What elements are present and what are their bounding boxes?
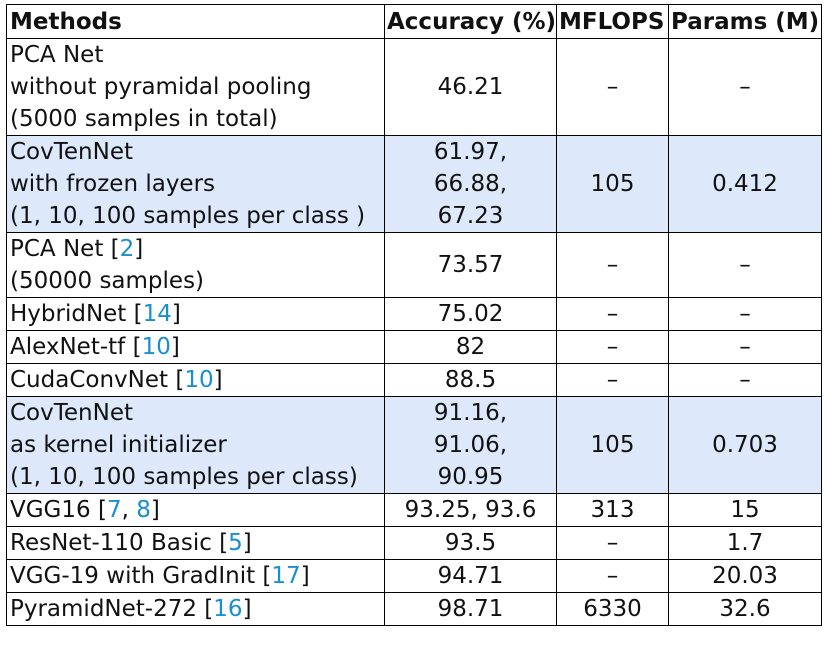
mflops-cell: –: [556, 330, 669, 364]
mflops-cell: –: [556, 297, 669, 331]
method-name: VGG-19 with GradInit: [10, 563, 256, 589]
method-cell: CovTenNet as kernel initializer (1, 10, …: [6, 396, 385, 494]
table-row: PyramidNet-272 [16] 98.71 6330 32.6: [6, 592, 822, 626]
method-cell: PCA Net without pyramidal pooling (5000 …: [6, 38, 385, 136]
accuracy-cell: 93.5: [384, 526, 557, 560]
accuracy-line: 91.16,: [433, 400, 508, 426]
method-name: PyramidNet-272: [10, 596, 197, 622]
mflops-cell: –: [556, 232, 669, 298]
method-line: (1, 10, 100 samples per class): [10, 464, 358, 490]
header-mflops: MFLOPS: [556, 4, 669, 39]
method-line: without pyramidal pooling: [10, 74, 312, 100]
mflops-cell: 6330: [556, 592, 669, 626]
mflops-cell: 105: [556, 135, 669, 233]
method-cell: PyramidNet-272 [16]: [6, 592, 385, 626]
mflops-cell: –: [556, 526, 669, 560]
mflops-cell: –: [556, 559, 669, 593]
method-line: (50000 samples): [10, 268, 205, 294]
table-row: ResNet-110 Basic [5] 93.5 – 1.7: [6, 526, 822, 560]
citation-link[interactable]: 8: [136, 497, 151, 523]
table-row: HybridNet [14] 75.02 – –: [6, 297, 822, 331]
method-name: AlexNet-tf: [10, 334, 126, 360]
method-cell: ResNet-110 Basic [5]: [6, 526, 385, 560]
method-line: with frozen layers: [10, 171, 216, 197]
params-cell: 15: [668, 493, 822, 527]
mflops-cell: 105: [556, 396, 669, 494]
results-table-container: Methods Accuracy (%) MFLOPS Params (M) P…: [6, 4, 822, 626]
table-row-highlighted: CovTenNet as kernel initializer (1, 10, …: [6, 396, 822, 494]
method-name: CudaConvNet: [10, 367, 169, 393]
accuracy-line: 61.97,: [433, 139, 508, 165]
params-cell: 0.703: [668, 396, 822, 494]
method-cell: PCA Net [2] (50000 samples): [6, 232, 385, 298]
table-row: CudaConvNet [10] 88.5 – –: [6, 363, 822, 397]
method-cell: VGG16 [7, 8]: [6, 493, 385, 527]
params-cell: –: [668, 297, 822, 331]
accuracy-cell: 93.25, 93.6: [384, 493, 557, 527]
params-cell: –: [668, 363, 822, 397]
accuracy-cell: 73.57: [384, 232, 557, 298]
table-row: VGG-19 with GradInit [17] 94.71 – 20.03: [6, 559, 822, 593]
citation-link[interactable]: 10: [141, 334, 171, 360]
method-name: PCA Net: [10, 236, 104, 262]
accuracy-line: 90.95: [437, 464, 504, 490]
params-cell: –: [668, 232, 822, 298]
table-row: AlexNet-tf [10] 82 – –: [6, 330, 822, 364]
method-cell: HybridNet [14]: [6, 297, 385, 331]
params-cell: 1.7: [668, 526, 822, 560]
citation-link[interactable]: 5: [228, 530, 243, 556]
method-name: ResNet-110 Basic: [10, 530, 212, 556]
accuracy-cell: 46.21: [384, 38, 557, 136]
method-line: CovTenNet: [10, 400, 133, 426]
citation-link[interactable]: 2: [119, 236, 135, 262]
accuracy-cell: 82: [384, 330, 557, 364]
method-line: as kernel initializer: [10, 432, 227, 458]
citation-link[interactable]: 10: [184, 367, 214, 393]
accuracy-line: 67.23: [437, 203, 504, 229]
accuracy-cell: 75.02: [384, 297, 557, 331]
results-table: Methods Accuracy (%) MFLOPS Params (M) P…: [6, 4, 822, 626]
table-row: PCA Net [2] (50000 samples) 73.57 – –: [6, 232, 822, 298]
method-name: VGG16: [10, 497, 91, 523]
params-cell: 32.6: [668, 592, 822, 626]
accuracy-line: 91.06,: [433, 432, 508, 458]
params-cell: –: [668, 330, 822, 364]
mflops-cell: –: [556, 38, 669, 136]
method-line: (1, 10, 100 samples per class ): [10, 203, 366, 229]
header-params: Params (M): [668, 4, 822, 39]
method-line: PCA Net [2]: [10, 236, 144, 262]
method-line: PCA Net: [10, 42, 104, 68]
method-cell: VGG-19 with GradInit [17]: [6, 559, 385, 593]
header-methods: Methods: [6, 4, 385, 39]
accuracy-cell: 91.16, 91.06, 90.95: [384, 396, 557, 494]
method-cell: CovTenNet with frozen layers (1, 10, 100…: [6, 135, 385, 233]
accuracy-line: 66.88,: [433, 171, 508, 197]
citation-link[interactable]: 14: [142, 301, 172, 327]
accuracy-cell: 61.97, 66.88, 67.23: [384, 135, 557, 233]
header-row: Methods Accuracy (%) MFLOPS Params (M): [6, 4, 822, 39]
method-cell: CudaConvNet [10]: [6, 363, 385, 397]
table-row: VGG16 [7, 8] 93.25, 93.6 313 15: [6, 493, 822, 527]
table-row: PCA Net without pyramidal pooling (5000 …: [6, 38, 822, 136]
header-accuracy: Accuracy (%): [384, 4, 557, 39]
citation-link[interactable]: 17: [271, 563, 301, 589]
citation-link[interactable]: 7: [106, 497, 122, 523]
params-cell: –: [668, 38, 822, 136]
params-cell: 0.412: [668, 135, 822, 233]
method-cell: AlexNet-tf [10]: [6, 330, 385, 364]
table-row-highlighted: CovTenNet with frozen layers (1, 10, 100…: [6, 135, 822, 233]
method-line: CovTenNet: [10, 139, 133, 165]
citation-link[interactable]: 16: [213, 596, 243, 622]
accuracy-cell: 98.71: [384, 592, 557, 626]
method-name: HybridNet: [10, 301, 127, 327]
accuracy-cell: 94.71: [384, 559, 557, 593]
mflops-cell: –: [556, 363, 669, 397]
params-cell: 20.03: [668, 559, 822, 593]
accuracy-cell: 88.5: [384, 363, 557, 397]
mflops-cell: 313: [556, 493, 669, 527]
method-line: (5000 samples in total): [10, 106, 278, 132]
